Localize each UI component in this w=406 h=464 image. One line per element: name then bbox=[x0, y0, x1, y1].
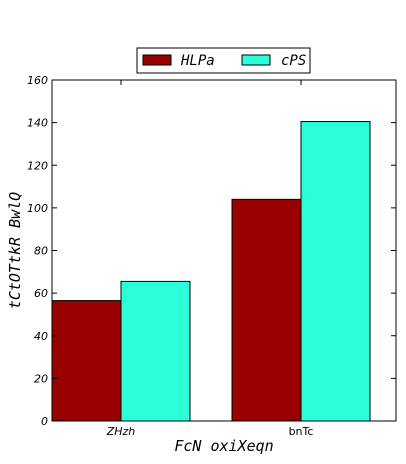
bars-group bbox=[51, 121, 371, 422]
legend: HLPa cPS bbox=[136, 47, 311, 74]
x-axis-title: FcN oxiXeqn bbox=[174, 437, 273, 455]
legend-swatch-hlpa bbox=[142, 54, 172, 66]
legend-label-cps: cPS bbox=[281, 53, 306, 69]
x-tick-label: bnTc bbox=[289, 425, 314, 438]
bar-hlpa-zhzh bbox=[51, 300, 122, 422]
legend-label-hlpa: HLPa bbox=[180, 53, 215, 69]
y-tick-label: 140 bbox=[27, 117, 48, 130]
x-axis: ZHzh bnTc bbox=[106, 80, 314, 438]
y-axis-title: tCtOTtkR BwlQ bbox=[6, 192, 24, 309]
y-tick-label: 160 bbox=[27, 74, 48, 87]
y-tick-label: 60 bbox=[34, 287, 48, 300]
legend-swatch-cps bbox=[241, 54, 271, 66]
y-tick-label: 20 bbox=[34, 372, 48, 385]
bar-hlpa-bntc bbox=[231, 198, 302, 422]
y-axis: 0 20 40 60 80 100 120 140 160 bbox=[27, 74, 396, 428]
y-tick-label: 0 bbox=[41, 415, 48, 428]
y-tick-label: 80 bbox=[34, 245, 48, 258]
y-tick-label: 120 bbox=[27, 159, 48, 172]
y-tick-label: 40 bbox=[34, 330, 48, 343]
bar-cps-bntc bbox=[300, 121, 371, 422]
x-tick-label: ZHzh bbox=[106, 425, 136, 438]
y-tick-label: 100 bbox=[27, 202, 48, 215]
bar-cps-zhzh bbox=[120, 280, 191, 422]
